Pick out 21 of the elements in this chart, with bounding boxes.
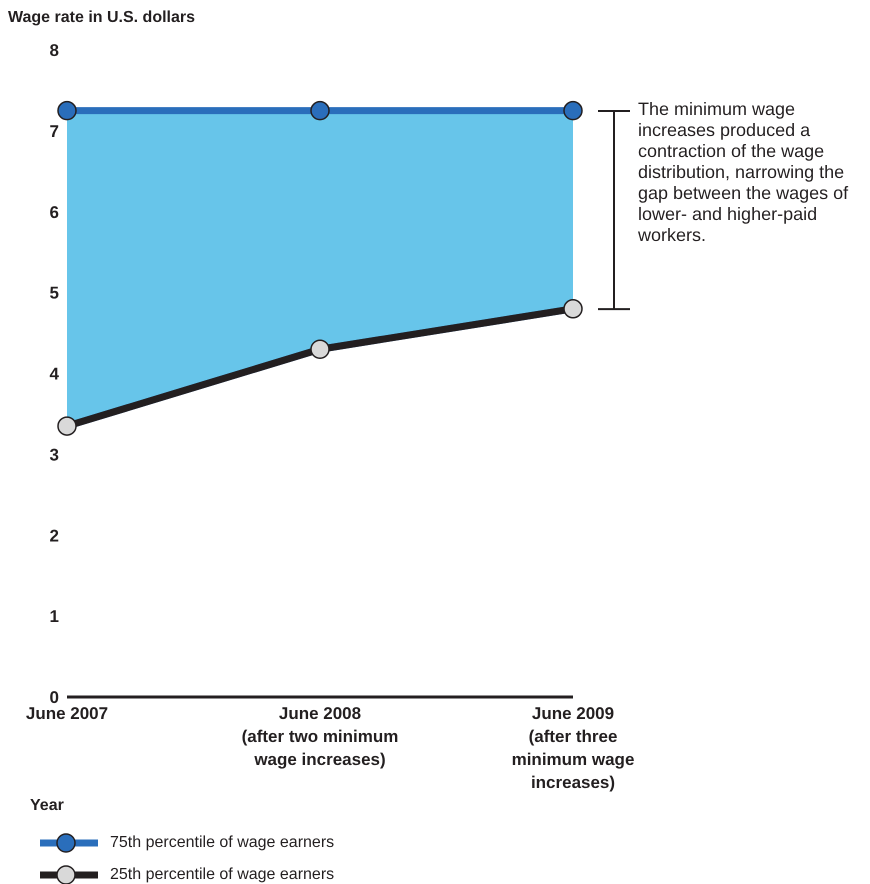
legend-label: 25th percentile of wage earners [110, 866, 334, 884]
y-tick-label: 4 [50, 364, 60, 384]
legend-label: 75th percentile of wage earners [110, 834, 334, 852]
point [57, 416, 77, 436]
y-axis-title: Wage rate in U.S. dollars [8, 8, 196, 28]
y-tick-label: 8 [50, 41, 59, 60]
x-tick-label: June 2008 (after two minimum wage increases) [242, 704, 398, 769]
x-tick-label: June 2009 (after three minimum wage increases) [512, 704, 634, 792]
y-tick-label: 3 [50, 445, 59, 464]
y-tick-label: 1 [50, 607, 59, 626]
y-tick-label: 7 [50, 122, 59, 141]
point [310, 339, 330, 359]
point [57, 100, 77, 120]
x-axis-title: Year [30, 797, 65, 815]
point [563, 299, 583, 319]
y-tick-label: 2 [50, 526, 59, 546]
y-tick-label: 6 [50, 202, 59, 222]
point [310, 100, 330, 120]
y-tick-label: 5 [50, 284, 59, 303]
point [563, 100, 583, 120]
text: The minimum wage increases produced a contraction of the wage distribution, narrowing the gap between the wages of lower- and higher-paid workers. [638, 98, 850, 246]
